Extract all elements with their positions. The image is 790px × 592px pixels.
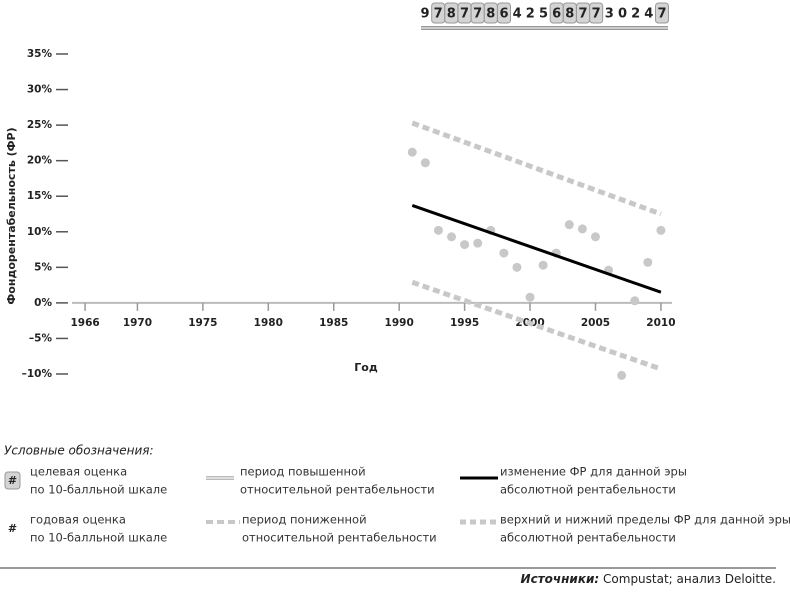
point [538, 260, 548, 270]
legend-text: абсолютной рентабельности [500, 531, 676, 545]
y-tick-label: 20% [27, 155, 53, 167]
point [630, 296, 640, 306]
trend-line [411, 204, 662, 294]
score-box [497, 2, 511, 24]
score: 4 [513, 7, 522, 22]
x-tick-label: 2005 [581, 317, 610, 329]
score: 3 [605, 7, 614, 22]
legend-title: Условные обозначения: [4, 444, 154, 458]
limit-line [411, 120, 662, 217]
score: 5 [539, 7, 548, 22]
legend-text: верхний и нижний пределы ФР для данной э… [500, 513, 790, 527]
point [460, 240, 470, 250]
point [617, 370, 627, 380]
score: 2 [631, 7, 640, 22]
legend-text: относительной рентабельности [240, 483, 435, 497]
legend-text: период пониженной [242, 513, 367, 527]
score: 8 [565, 7, 574, 22]
y-axis-label: Фондорентабельность (ФР) [5, 127, 18, 304]
y-tick-label: 5% [34, 261, 52, 273]
y-tick-label: –5% [29, 332, 53, 344]
score: 6 [499, 7, 508, 22]
point [564, 220, 574, 230]
x-tick-label: 1975 [188, 317, 217, 329]
legend-text: целевая оценка [30, 465, 127, 479]
y-tick-label: 35% [27, 48, 53, 60]
point [577, 224, 587, 234]
y-tick-label: 10% [27, 226, 53, 238]
legend-icon-box [4, 471, 21, 490]
x-tick-label: 1970 [123, 317, 152, 329]
y-tick-label: 15% [27, 190, 53, 202]
legend-text: относительной рентабельности [242, 531, 437, 545]
score: 7 [592, 7, 601, 22]
source-text: Compustat; анализ Deloitte. [603, 572, 776, 586]
point [525, 292, 535, 302]
score: 8 [486, 7, 495, 22]
legend-symbol: # [8, 474, 17, 487]
score: 7 [657, 7, 666, 22]
x-tick-label: 2010 [646, 317, 675, 329]
point [420, 158, 430, 168]
score: 2 [526, 7, 535, 22]
y-tick-label: 0% [34, 297, 52, 309]
point [499, 248, 509, 258]
point [643, 257, 653, 267]
source-label: Источники: [521, 572, 600, 586]
legend-symbol: # [8, 522, 17, 535]
point [433, 225, 443, 235]
legend-text: период повышенной [240, 465, 366, 479]
score: 8 [447, 7, 456, 22]
x-tick-label: 1985 [319, 317, 348, 329]
x-tick-label: 1980 [254, 317, 283, 329]
x-tick-label: 1995 [450, 317, 479, 329]
point [447, 232, 457, 242]
score: 0 [618, 7, 627, 22]
legend-text: годовая оценка [30, 513, 126, 527]
legend-text: по 10-балльной шкале [30, 483, 167, 497]
y-tick-label: –10% [22, 368, 53, 380]
point [590, 232, 600, 242]
legend-text: по 10-балльной шкале [30, 531, 167, 545]
x-tick-label: 1990 [385, 317, 414, 329]
score: 4 [644, 7, 653, 22]
point [512, 262, 522, 272]
score: 7 [578, 7, 587, 22]
x-axis-label: Год [354, 361, 378, 374]
point [473, 238, 483, 248]
score: 9 [420, 7, 429, 22]
y-tick-label: 25% [27, 119, 53, 131]
y-tick-label: 30% [27, 84, 53, 96]
point [407, 147, 417, 157]
legend-text: изменение ФР для данной эры [500, 465, 687, 479]
x-tick-label: 1966 [70, 317, 99, 329]
source: Источники: Compustat; анализ Deloitte. [521, 572, 776, 586]
score-box [655, 2, 669, 24]
score: 6 [552, 7, 561, 22]
score: 7 [434, 7, 443, 22]
score-box [589, 2, 604, 24]
legend-text: абсолютной рентабельности [500, 483, 676, 497]
score: 7 [460, 7, 469, 22]
point [656, 225, 666, 235]
score: 7 [473, 7, 482, 22]
